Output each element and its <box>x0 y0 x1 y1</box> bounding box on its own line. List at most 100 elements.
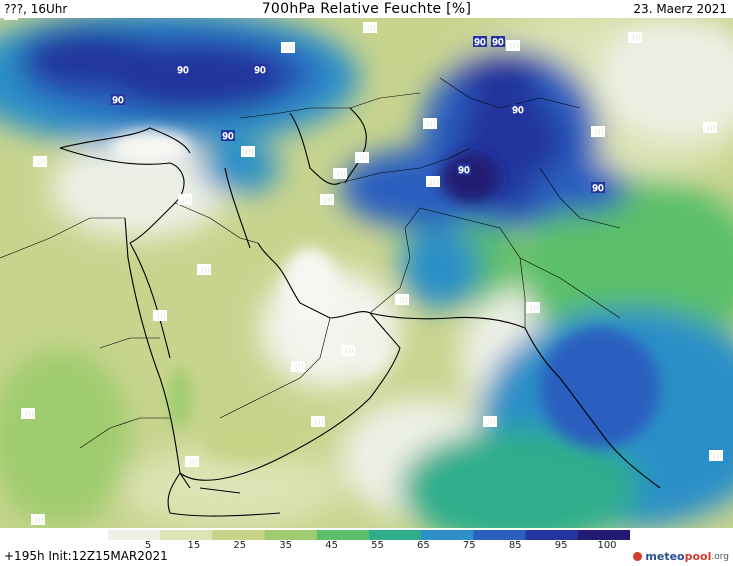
colorbar-tick-label: 55 <box>371 540 384 551</box>
svg-text:90: 90 <box>492 38 504 48</box>
contour-label: 30 <box>178 194 192 206</box>
svg-text:90: 90 <box>177 66 189 76</box>
logo-text-org: .org <box>711 551 729 562</box>
colorbar-swatch <box>473 530 527 540</box>
borders <box>0 77 621 449</box>
logo-text-pool: pool <box>684 550 712 563</box>
svg-text:30: 30 <box>527 304 539 314</box>
svg-text:30: 30 <box>704 124 716 134</box>
svg-text:30: 30 <box>427 178 439 188</box>
contour-label: 30 <box>483 416 497 428</box>
contour-label: 30 <box>311 416 325 428</box>
colorbar-tick-label: 15 <box>187 540 201 551</box>
colorbar-swatch <box>421 530 474 540</box>
svg-text:30: 30 <box>507 42 519 52</box>
svg-text:30: 30 <box>334 170 346 180</box>
svg-text:30: 30 <box>198 266 210 276</box>
meteopool-logo[interactable]: meteo pool .org <box>633 550 729 563</box>
svg-text:90: 90 <box>512 106 524 116</box>
colorbar-swatch <box>316 530 370 540</box>
contour-label: 30 <box>355 152 369 164</box>
coastlines <box>59 107 661 517</box>
svg-text:30: 30 <box>364 24 376 34</box>
contour-label: 30 <box>21 408 35 420</box>
colorbar-tick-label: 25 <box>233 540 247 551</box>
contour-label: 30 <box>506 40 520 52</box>
contour-label: 30 <box>703 122 717 134</box>
contour-label: 30 <box>395 294 409 306</box>
map-title: 700hPa Relative Feuchte [%] <box>261 1 472 17</box>
contour-label: 30 <box>320 194 334 206</box>
contour-label: 30 <box>4 18 18 21</box>
colorbar-swatch <box>525 530 579 540</box>
svg-text:90: 90 <box>222 132 234 142</box>
svg-text:90: 90 <box>254 66 266 76</box>
svg-text:30: 30 <box>179 196 191 206</box>
logo-text-meteo: meteo <box>645 550 685 563</box>
contour-label: 90 <box>457 164 471 176</box>
contour-label: 30 <box>31 514 45 526</box>
svg-text:30: 30 <box>592 128 604 138</box>
svg-text:30: 30 <box>424 120 436 130</box>
colorbar-tick-label: 45 <box>325 540 338 551</box>
contour-label: 30 <box>185 456 199 468</box>
contour-label: 30 <box>153 310 167 322</box>
contour-label: 30 <box>423 118 437 130</box>
svg-text:30: 30 <box>312 418 324 428</box>
model-run-info: +195h Init:12Z15MAR2021 <box>4 549 168 563</box>
contour-label: 30 <box>241 146 255 158</box>
colorbar-ticks: 5 15 25 35 45 55 65 75 85 95 100 <box>0 540 733 554</box>
svg-text:90: 90 <box>458 166 470 176</box>
contour-label: 90 <box>221 130 235 142</box>
contour-label: 30 <box>709 450 723 462</box>
contour-label: 90 <box>176 64 190 76</box>
contour-label: 30 <box>291 361 305 373</box>
contour-label: 30 <box>591 126 605 138</box>
colorbar-swatch <box>369 530 422 540</box>
colorbar-swatch <box>160 530 213 540</box>
contour-label: 30 <box>526 302 540 314</box>
svg-text:30: 30 <box>396 296 408 306</box>
humidity-map[interactable]: 3030303030909090909090909090303030303030… <box>0 18 733 528</box>
svg-text:30: 30 <box>629 34 641 44</box>
contour-label: 90 <box>473 36 487 48</box>
contour-label: 90 <box>111 94 125 106</box>
contour-label: 90 <box>591 182 605 194</box>
colorbar-swatch <box>108 530 161 540</box>
svg-text:30: 30 <box>282 44 294 54</box>
colorbar-tick-label: 75 <box>462 540 476 551</box>
svg-text:30: 30 <box>484 418 496 428</box>
colorbar-tick-label: 100 <box>597 540 617 551</box>
colorbar-tick-label: 65 <box>417 540 430 551</box>
contour-label: 30 <box>333 168 347 180</box>
contour-label: 90 <box>491 36 505 48</box>
colorbar-tick-label: 85 <box>508 540 522 551</box>
contour-label: 30 <box>628 32 642 44</box>
contour-label: 30 <box>197 264 211 276</box>
contour-label: 90 <box>511 104 525 116</box>
svg-text:30: 30 <box>34 158 46 168</box>
colorbar-swatch <box>212 530 266 540</box>
contour-label: 30 <box>363 22 377 34</box>
svg-text:30: 30 <box>342 347 354 357</box>
contour-label: 30 <box>341 345 355 357</box>
contour-label: 90 <box>253 64 267 76</box>
humidity-detail <box>110 130 660 463</box>
contour-label: 30 <box>281 42 295 54</box>
contour-label-boxes: 3030303030909090909090909090303030303030… <box>4 18 723 526</box>
svg-text:30: 30 <box>321 196 333 206</box>
svg-text:30: 30 <box>154 312 166 322</box>
svg-text:30: 30 <box>5 18 17 21</box>
svg-text:30: 30 <box>710 452 722 462</box>
colorbar <box>108 530 630 540</box>
svg-text:30: 30 <box>242 148 254 158</box>
svg-text:30: 30 <box>356 154 368 164</box>
svg-text:90: 90 <box>474 38 486 48</box>
svg-text:30: 30 <box>22 410 34 420</box>
svg-text:30: 30 <box>292 363 304 373</box>
colorbar-tick-label: 95 <box>554 540 568 551</box>
map-canvas: 3030303030909090909090909090303030303030… <box>0 18 733 528</box>
forecast-date: 23. Maerz 2021 <box>633 2 727 16</box>
svg-text:90: 90 <box>112 96 124 106</box>
logo-dot-icon <box>633 552 643 561</box>
